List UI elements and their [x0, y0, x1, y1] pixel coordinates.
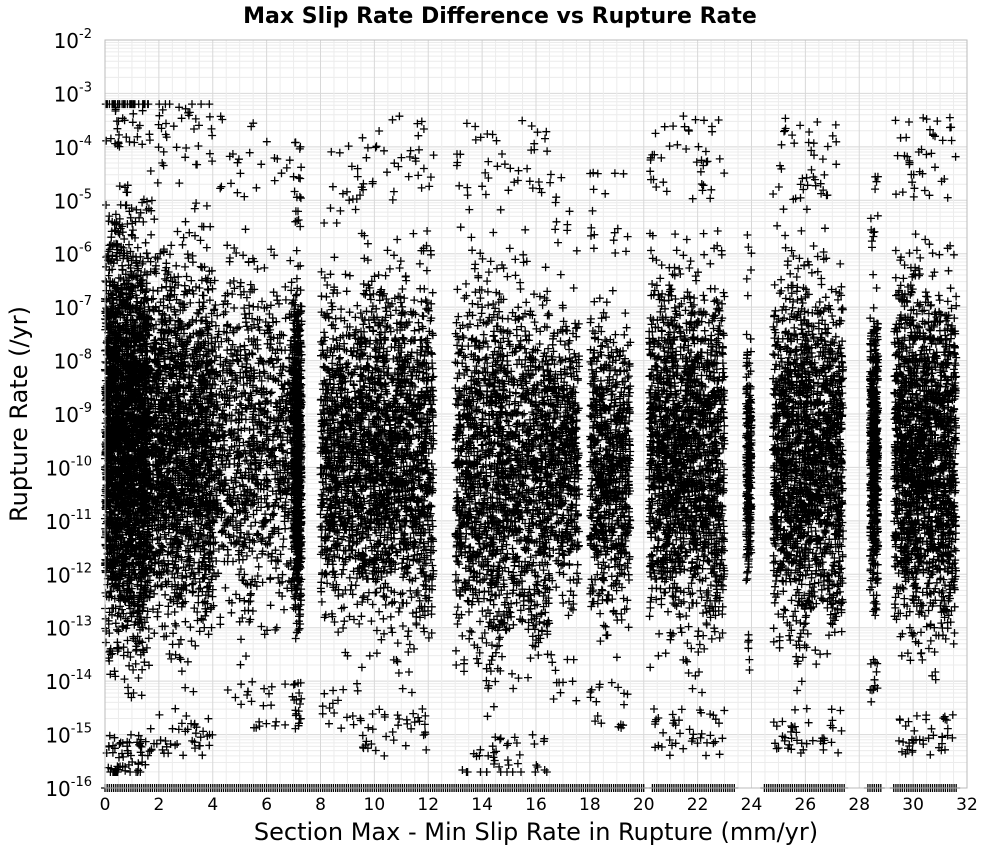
- x-tick-label: 32: [956, 795, 978, 815]
- x-tick-label: 28: [848, 795, 870, 815]
- y-tick-label: 10-4: [54, 134, 92, 160]
- x-tick-label: 18: [579, 795, 601, 815]
- y-tick-label: 10-11: [45, 508, 92, 534]
- x-tick-label: 10: [364, 795, 386, 815]
- x-tick-label: 20: [633, 795, 655, 815]
- y-tick-label: 10-13: [45, 615, 92, 641]
- chart-title: Max Slip Rate Difference vs Rupture Rate: [243, 4, 757, 29]
- x-axis-label: Section Max - Min Slip Rate in Rupture (…: [254, 818, 818, 846]
- x-tick-label: 8: [315, 795, 326, 815]
- y-tick-label: 10-15: [45, 722, 92, 748]
- x-tick-label: 26: [795, 795, 817, 815]
- y-tick-label: 10-8: [54, 348, 92, 374]
- y-tick-label: 10-3: [54, 80, 92, 106]
- x-tick-label: 0: [100, 795, 111, 815]
- x-tick-label: 2: [153, 795, 164, 815]
- x-axis-ticks: 0 2 4 6 8 10 12 14 16 18 20 22 24 26 28 30 32: [100, 795, 978, 815]
- y-tick-label: 10-5: [54, 187, 92, 213]
- x-tick-label: 4: [207, 795, 218, 815]
- x-tick-label: 24: [741, 795, 763, 815]
- scatter-marks: [101, 100, 961, 792]
- x-tick-label: 12: [417, 795, 439, 815]
- y-tick-label: 10-7: [54, 294, 92, 320]
- y-tick-label: 10-9: [54, 401, 92, 427]
- x-tick-label: 6: [261, 795, 272, 815]
- y-axis-ticks: 10-16 10-15 10-14 10-13 10-12 10-11 10-10 10-9 1…: [45, 27, 92, 801]
- y-tick-label: 10-16: [45, 775, 92, 801]
- y-tick-label: 10-14: [45, 668, 92, 694]
- y-tick-label: 10-12: [45, 561, 92, 587]
- x-tick-label: 14: [471, 795, 493, 815]
- x-tick-label: 22: [687, 795, 709, 815]
- y-tick-label: 10-2: [54, 27, 92, 53]
- x-tick-label: 16: [525, 795, 547, 815]
- data-points: [101, 100, 961, 792]
- y-tick-label: 10-10: [45, 454, 92, 480]
- x-tick-label: 30: [902, 795, 924, 815]
- y-axis-label: Rupture Rate (/yr): [5, 306, 33, 522]
- y-tick-label: 10-6: [54, 241, 92, 267]
- plot-frame: [104, 39, 968, 789]
